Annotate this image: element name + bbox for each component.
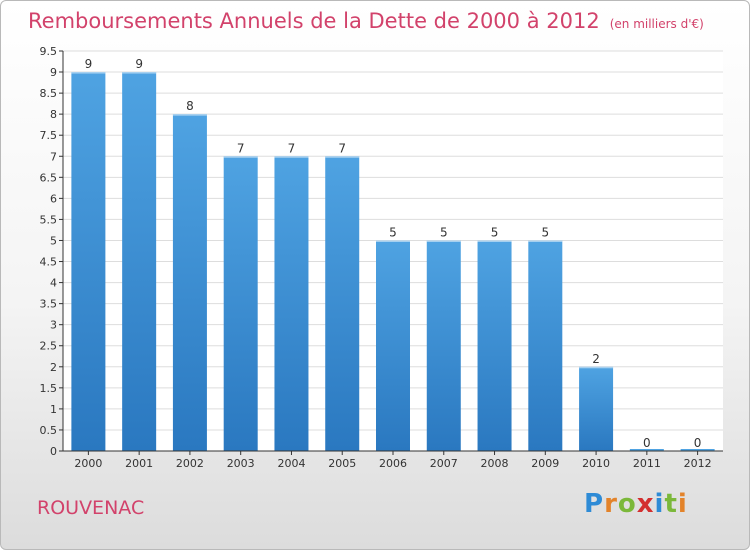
logo-letter: o xyxy=(617,489,637,519)
x-tick-label: 2008 xyxy=(481,457,509,470)
data-label: 0 xyxy=(643,436,651,450)
bar-highlight xyxy=(172,114,207,116)
data-label: 7 xyxy=(288,141,296,155)
x-tick-label: 2002 xyxy=(176,457,204,470)
data-label: 2 xyxy=(592,352,600,366)
y-tick-label: 9 xyxy=(50,66,57,79)
x-tick-label: 2007 xyxy=(430,457,458,470)
chart-title: Remboursements Annuels de la Dette de 20… xyxy=(28,9,704,33)
bar-highlight xyxy=(274,156,309,158)
bar xyxy=(376,240,410,451)
y-tick-label: 0.5 xyxy=(40,424,58,437)
logo-letter: r xyxy=(604,489,618,519)
x-tick-label: 2006 xyxy=(379,457,407,470)
data-label: 9 xyxy=(135,57,143,71)
data-label: 8 xyxy=(186,99,194,113)
x-tick-label: 2000 xyxy=(74,457,102,470)
proxiti-logo: Proxiti xyxy=(584,489,688,519)
bar-highlight xyxy=(122,72,157,74)
data-label: 7 xyxy=(237,141,245,155)
bar-highlight xyxy=(223,156,258,158)
x-tick-label: 2010 xyxy=(582,457,610,470)
bar xyxy=(122,72,157,451)
chart-unit: (en milliers d'€) xyxy=(609,17,704,31)
bar xyxy=(71,72,106,451)
logo-letter: x xyxy=(636,489,655,519)
bar-highlight xyxy=(579,366,614,369)
y-tick-label: 5 xyxy=(50,234,57,247)
y-tick-label: 7 xyxy=(50,150,57,163)
bar-highlight xyxy=(325,156,360,158)
data-label: 5 xyxy=(389,225,397,239)
logo-letter: P xyxy=(584,489,605,519)
data-label: 7 xyxy=(338,141,346,155)
y-tick-label: 5.5 xyxy=(40,213,58,226)
data-label: 9 xyxy=(85,57,93,71)
bar-highlight xyxy=(426,240,461,242)
commune-name: ROUVENAC xyxy=(37,497,145,519)
y-tick-label: 9.5 xyxy=(40,45,58,58)
bar xyxy=(325,156,360,451)
x-tick-label: 2003 xyxy=(227,457,255,470)
x-tick-label: 2011 xyxy=(633,457,661,470)
y-tick-label: 7.5 xyxy=(40,129,58,142)
logo-letter: t xyxy=(664,489,678,519)
x-tick-label: 2004 xyxy=(277,457,305,470)
logo-letter: i xyxy=(677,489,688,519)
y-tick-label: 3.5 xyxy=(40,298,58,311)
data-label: 5 xyxy=(440,225,448,239)
y-tick-label: 3 xyxy=(50,319,57,332)
bar xyxy=(223,156,258,451)
y-tick-label: 1 xyxy=(50,403,57,416)
bar xyxy=(426,240,461,451)
y-tick-label: 4.5 xyxy=(40,256,58,269)
data-label: 5 xyxy=(541,225,549,239)
y-tick-label: 8 xyxy=(50,108,57,121)
bar-highlight xyxy=(376,240,410,242)
y-tick-label: 6.5 xyxy=(40,171,58,184)
data-label: 0 xyxy=(694,436,702,450)
x-tick-label: 2005 xyxy=(328,457,356,470)
y-tick-label: 2.5 xyxy=(40,340,58,353)
bar xyxy=(172,114,207,451)
x-tick-label: 2001 xyxy=(125,457,153,470)
y-tick-label: 1.5 xyxy=(40,382,58,395)
bar-highlight xyxy=(528,240,563,242)
chart-title-text: Remboursements Annuels de la Dette de 20… xyxy=(28,9,600,33)
bar xyxy=(528,240,563,451)
bar-highlight xyxy=(477,240,512,242)
bar xyxy=(579,366,614,451)
x-tick-label: 2012 xyxy=(684,457,712,470)
y-tick-label: 6 xyxy=(50,192,57,205)
y-tick-label: 0 xyxy=(50,445,57,458)
y-tick-label: 2 xyxy=(50,361,57,374)
y-tick-label: 8.5 xyxy=(40,87,58,100)
bar-highlight xyxy=(71,72,106,74)
bar xyxy=(274,156,309,451)
logo-letter: i xyxy=(654,489,665,519)
bar xyxy=(477,240,512,451)
y-tick-label: 4 xyxy=(50,277,57,290)
x-tick-label: 2009 xyxy=(531,457,559,470)
data-label: 5 xyxy=(491,225,499,239)
